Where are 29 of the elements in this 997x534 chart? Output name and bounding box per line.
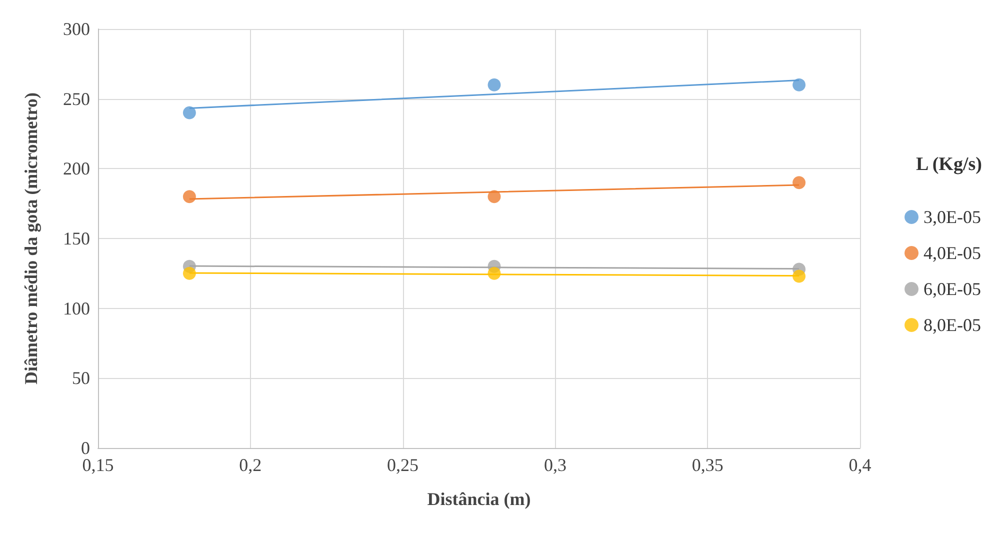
point bbox=[488, 190, 501, 204]
legend-label: 3,0E-05 bbox=[924, 207, 982, 227]
point bbox=[488, 78, 501, 92]
x-tick-label: 0,15 bbox=[82, 455, 114, 475]
x-tick-label: 0,4 bbox=[848, 455, 872, 475]
x-tick-label: 0,25 bbox=[387, 455, 419, 475]
y-tick-label: 150 bbox=[63, 228, 90, 248]
legend-label: 4,0E-05 bbox=[924, 243, 982, 263]
legend-label: 6,0E-05 bbox=[924, 279, 982, 299]
x-tick-label: 0,2 bbox=[239, 455, 262, 475]
point bbox=[182, 190, 196, 204]
x-tick-label: 0,35 bbox=[692, 455, 724, 475]
y-tick-label: 0 bbox=[81, 438, 90, 458]
x-axis-title: Distância (m) bbox=[427, 489, 531, 509]
y-tick-label: 250 bbox=[63, 88, 90, 109]
point bbox=[182, 266, 196, 280]
point bbox=[182, 106, 196, 120]
y-tick-label: 300 bbox=[63, 19, 90, 39]
y-tick-label: 100 bbox=[63, 298, 90, 318]
point bbox=[792, 270, 806, 283]
point bbox=[488, 266, 501, 280]
y-axis-title: Diâmetro médio da gota (micrometro) bbox=[21, 92, 41, 384]
legend-title: L (Kg/s) bbox=[916, 154, 982, 175]
point bbox=[792, 78, 806, 92]
legend-label: 8,0E-05 bbox=[924, 315, 982, 335]
y-tick-label: 50 bbox=[72, 368, 90, 388]
point bbox=[792, 176, 806, 190]
y-tick-label: 200 bbox=[63, 158, 90, 179]
x-tick-label: 0,3 bbox=[544, 455, 566, 475]
